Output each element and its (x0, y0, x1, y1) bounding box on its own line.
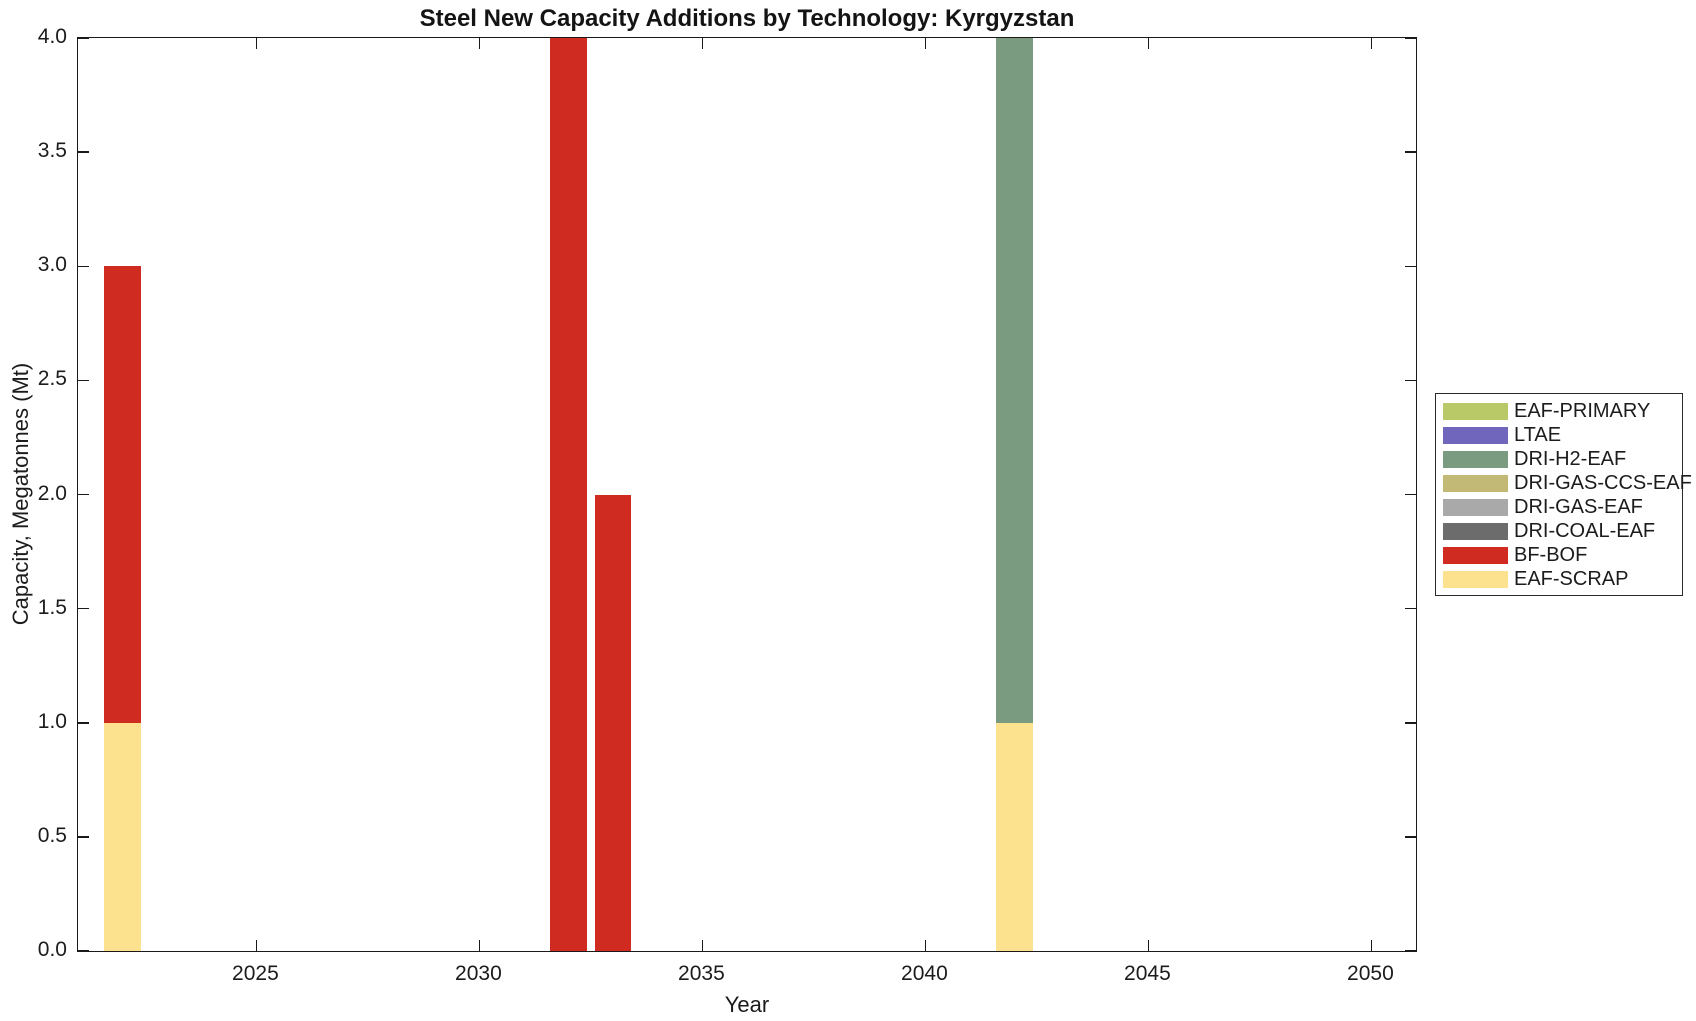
y-tick-label-0.5: 0.5 (37, 823, 67, 847)
y-tick-4.0-right (1405, 38, 1416, 39)
x-tick-label-2025: 2025 (232, 962, 279, 985)
y-tick-label-1.0: 1.0 (37, 709, 67, 733)
x-tick-2030-bottom (478, 940, 481, 951)
legend-label-dri-coal-eaf: DRI-COAL-EAF (1514, 520, 1656, 542)
legend-swatch-ltae (1443, 426, 1508, 444)
x-axis-label: Year (724, 992, 770, 1017)
x-tick-2025-top (255, 38, 258, 49)
legend-item-dri-gas-ccs-eaf: DRI-GAS-CCS-EAF (1436, 471, 1692, 495)
legend-label-dri-h2-eaf: DRI-H2-EAF (1514, 448, 1627, 470)
legend-swatch-eaf-scrap (1443, 570, 1508, 588)
y-tick-label-1.5: 1.5 (37, 595, 67, 619)
legend-swatch-dri-coal-eaf (1443, 522, 1508, 540)
y-tick-3.0-left (78, 265, 89, 267)
y-tick-3.5-right (1405, 151, 1416, 153)
y-tick-0.0-right (1405, 950, 1416, 951)
bar-segment-2022-eaf-scrap (104, 722, 141, 951)
legend-swatch-eaf-primary (1443, 402, 1508, 420)
x-tick-label-2035: 2035 (678, 962, 725, 985)
y-tick-2.5-left (78, 379, 89, 382)
x-tick-label-2050: 2050 (1347, 962, 1394, 985)
legend-swatch-dri-gas-eaf (1443, 498, 1508, 516)
y-tick-0.5-left (78, 836, 89, 838)
y-tick-1.5-right (1405, 607, 1416, 610)
bar-segment-2032-bf-bof (550, 38, 587, 951)
plot-area (77, 37, 1417, 952)
y-tick-2.5-right (1405, 379, 1416, 382)
legend-swatch-bf-bof (1443, 546, 1508, 564)
x-tick-label-2045: 2045 (1124, 962, 1171, 985)
legend: EAF-PRIMARY LTAE DRI-H2-EAF DRI-GAS-CCS-EAF… (1435, 393, 1692, 596)
x-tick-2050-bottom (1370, 940, 1373, 951)
y-tick-label-2.0: 2.0 (37, 481, 67, 505)
x-tick-2025-bottom (255, 940, 258, 951)
legend-item-dri-coal-eaf: DRI-COAL-EAF (1436, 519, 1682, 543)
legend-item-eaf-scrap: EAF-SCRAP (1436, 567, 1682, 591)
y-tick-2.0-left (78, 493, 89, 496)
x-tick-2045-bottom (1147, 940, 1150, 951)
legend-label-ltae: LTAE (1514, 424, 1562, 446)
y-tick-1.0-right (1405, 722, 1416, 724)
x-tick-2045-top (1147, 38, 1150, 49)
legend-item-dri-gas-eaf: DRI-GAS-EAF (1436, 495, 1682, 519)
legend-label-eaf-scrap: EAF-SCRAP (1514, 568, 1629, 590)
bar-segment-2033-bf-bof (594, 494, 632, 951)
legend-swatch-dri-h2-eaf (1443, 450, 1508, 468)
x-tick-2035-top (701, 38, 704, 49)
y-tick-label-2.5: 2.5 (37, 367, 67, 391)
y-tick-2.0-right (1405, 493, 1416, 496)
x-tick-2030-top (478, 38, 481, 49)
y-tick-label-3.0: 3.0 (37, 253, 67, 277)
legend-item-bf-bof: BF-BOF (1436, 543, 1682, 567)
y-tick-4.0-left (78, 38, 89, 39)
legend-label-dri-gas-ccs-eaf: DRI-GAS-CCS-EAF (1514, 472, 1692, 494)
legend-label-bf-bof: BF-BOF (1514, 544, 1588, 566)
legend-swatch-dri-gas-ccs-eaf (1443, 474, 1508, 492)
x-tick-2050-top (1370, 38, 1373, 49)
x-tick-label-2030: 2030 (455, 962, 502, 985)
y-tick-0.0-left (78, 950, 89, 951)
chart-title: Steel New Capacity Additions by Technolo… (419, 5, 1075, 32)
legend-item-eaf-primary: EAF-PRIMARY (1436, 399, 1682, 423)
x-tick-2040-top (924, 38, 927, 49)
y-tick-label-0.0: 0.0 (37, 938, 67, 961)
plot-inner-area (78, 38, 1416, 951)
x-tick-label-2040: 2040 (901, 962, 948, 985)
legend-label-dri-gas-eaf: DRI-GAS-EAF (1514, 496, 1643, 518)
y-tick-label-4.0: 4.0 (37, 25, 67, 48)
y-tick-3.0-right (1405, 265, 1416, 267)
x-tick-2035-bottom (701, 940, 704, 951)
y-tick-0.5-right (1405, 836, 1416, 838)
y-tick-1.0-left (78, 722, 89, 724)
bar-segment-2042-eaf-scrap (996, 722, 1033, 951)
y-tick-label-3.5: 3.5 (37, 139, 67, 163)
y-tick-3.5-left (78, 151, 89, 153)
legend-label-eaf-primary: EAF-PRIMARY (1514, 400, 1651, 422)
legend-item-ltae: LTAE (1436, 423, 1682, 447)
bar-segment-2042-dri-h2-eaf (996, 38, 1033, 723)
bar-segment-2022-bf-bof (104, 266, 141, 723)
legend-item-dri-h2-eaf: DRI-H2-EAF (1436, 447, 1682, 471)
y-tick-1.5-left (78, 607, 89, 610)
x-tick-2040-bottom (924, 940, 927, 951)
